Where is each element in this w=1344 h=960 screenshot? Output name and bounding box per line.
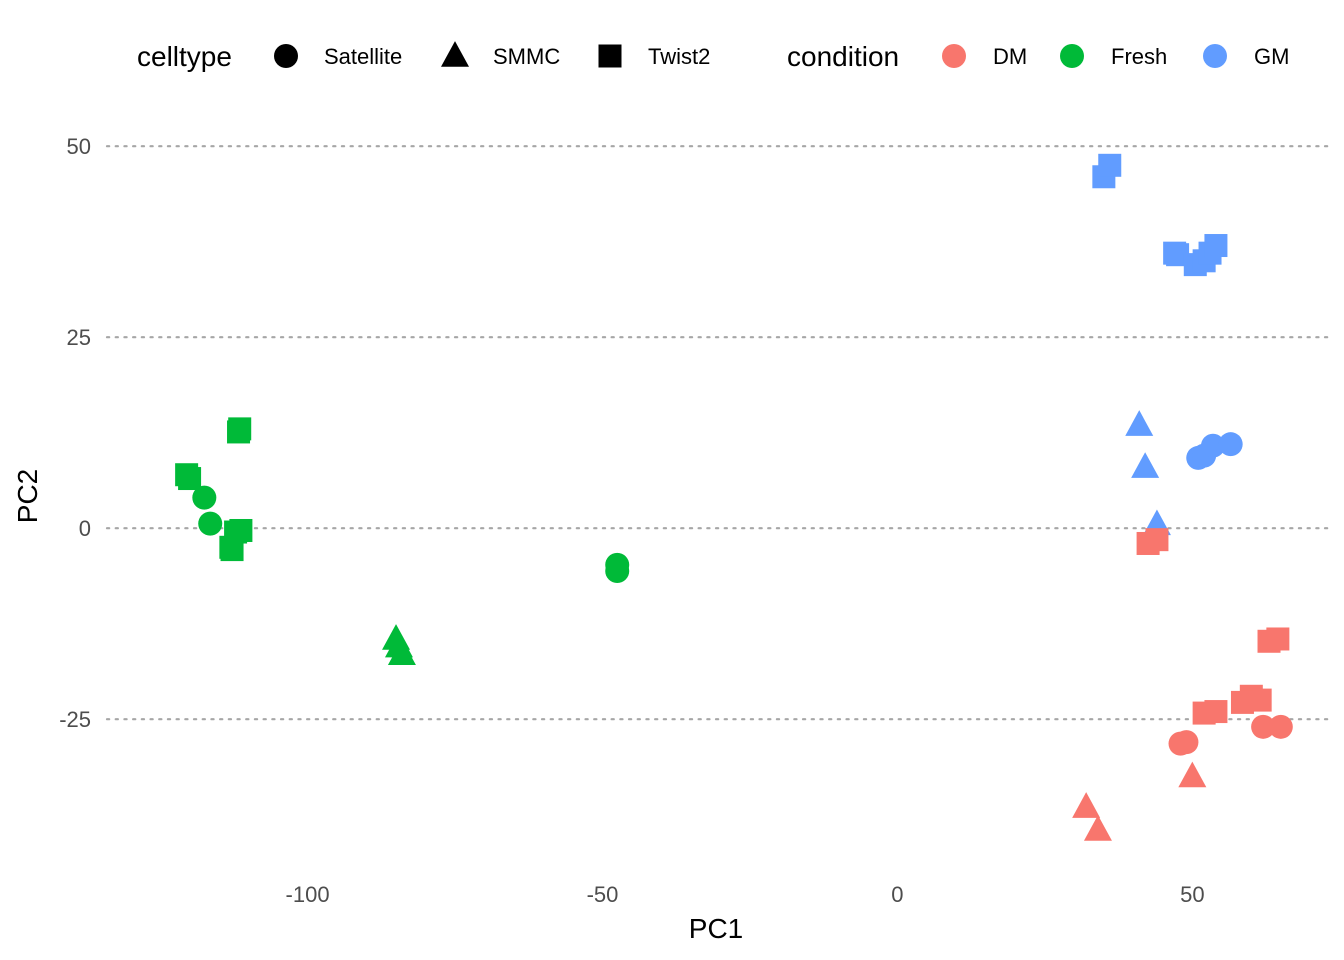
y-tick-label: 50 <box>67 134 91 159</box>
x-tick-label: 50 <box>1180 882 1204 907</box>
data-point <box>220 538 244 562</box>
y-tick-label: 0 <box>79 516 91 541</box>
data-point <box>1200 433 1225 458</box>
x-tick-label: -100 <box>286 882 330 907</box>
data-point <box>1204 234 1228 258</box>
data-point <box>605 558 630 583</box>
data-point <box>387 639 416 666</box>
data-point <box>1218 432 1243 457</box>
data-point <box>1125 410 1154 436</box>
data-point <box>1248 688 1272 712</box>
data-point <box>1166 243 1190 267</box>
legend-key <box>1203 44 1227 68</box>
legend-label: Satellite <box>324 44 402 69</box>
data-point <box>1098 153 1122 177</box>
data-point <box>178 467 202 491</box>
data-point <box>1145 528 1169 552</box>
data-point <box>1268 714 1293 739</box>
data-point <box>1174 730 1199 755</box>
data-points <box>175 153 1293 841</box>
data-point <box>1072 792 1101 818</box>
data-point <box>227 420 251 444</box>
data-point <box>1178 761 1207 788</box>
legend-label: SMMC <box>493 44 560 69</box>
x-axis-title: PC1 <box>689 913 743 944</box>
legend-label: Fresh <box>1111 44 1167 69</box>
legend-key <box>274 44 298 68</box>
data-point <box>1204 700 1228 724</box>
data-point <box>1230 690 1254 714</box>
legend-title: condition <box>787 41 899 72</box>
legend-title: celltype <box>137 41 232 72</box>
legend-key <box>598 44 622 68</box>
legend: celltype Satellite SMMC Twist2 condition DM Fr… <box>137 41 1289 72</box>
x-tick-label: 0 <box>891 882 903 907</box>
gridlines <box>105 145 1330 721</box>
y-tick-label: 25 <box>67 325 91 350</box>
legend-key <box>1060 44 1084 68</box>
y-axis-title: PC2 <box>12 469 43 523</box>
data-point <box>192 485 217 510</box>
legend-label: GM <box>1254 44 1289 69</box>
legend-label: DM <box>993 44 1027 69</box>
data-point <box>1251 714 1276 739</box>
legend-key <box>942 44 966 68</box>
x-tick-label: -50 <box>587 882 619 907</box>
axis-tick-labels: 50 25 0 -25 -100 -50 0 50 <box>59 134 1204 907</box>
legend-label: Twist2 <box>648 44 710 69</box>
legend-key <box>441 41 469 67</box>
data-point <box>1131 452 1160 478</box>
data-point <box>198 511 223 536</box>
data-point <box>1083 815 1112 841</box>
data-point <box>1266 627 1290 651</box>
y-tick-label: -25 <box>59 707 91 732</box>
